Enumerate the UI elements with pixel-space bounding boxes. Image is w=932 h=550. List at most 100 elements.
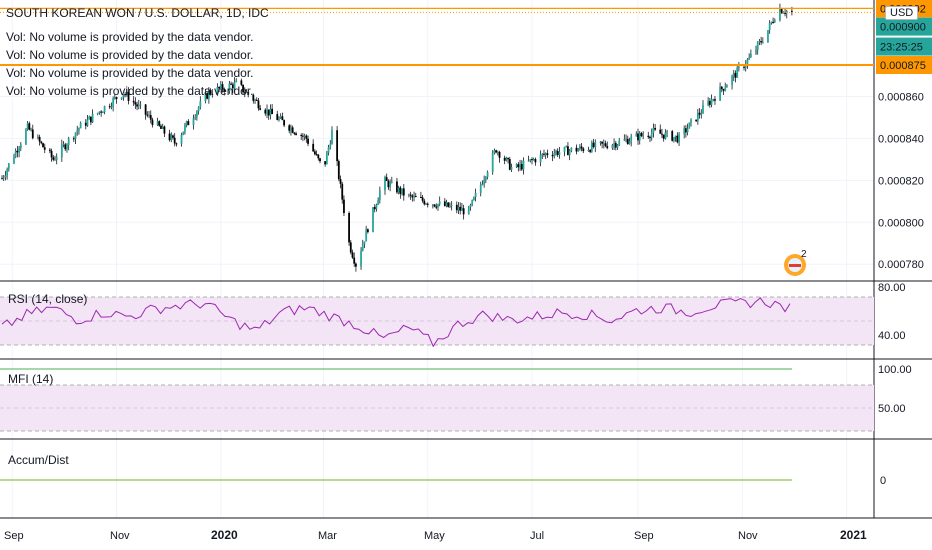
candle-body (385, 177, 388, 182)
candle-body (175, 143, 178, 145)
volume-note: Vol: No volume is provided by the data v… (6, 48, 254, 62)
candle-body (758, 41, 761, 43)
candle-body (79, 122, 82, 129)
candle-body (337, 161, 340, 180)
candle-body (4, 175, 7, 178)
candle-body (459, 206, 462, 211)
candle-body (149, 115, 152, 120)
candle-body (290, 127, 292, 131)
candle-body (103, 106, 106, 113)
candle-body (90, 116, 92, 123)
candle-body (510, 167, 513, 170)
candle-body (218, 86, 221, 89)
candle-body (50, 150, 53, 158)
candle-body (163, 126, 166, 134)
price-tick: 0.000860 (878, 91, 924, 103)
candle-body (558, 151, 561, 155)
candle-body (594, 141, 597, 148)
candle-body (48, 149, 51, 151)
price-candles (1, 3, 793, 272)
candle-body (180, 134, 183, 144)
candle-body (108, 106, 111, 108)
mfi-label[interactable]: MFI (14) (8, 372, 53, 386)
candle-body (515, 164, 518, 168)
candle-body (411, 195, 414, 198)
candle-body (349, 242, 352, 253)
candle-body (541, 153, 544, 155)
candle-body (390, 181, 393, 183)
candle-body (233, 82, 236, 89)
candle-body (472, 197, 475, 200)
candle-body (30, 129, 32, 131)
candle-body (139, 104, 142, 106)
candle-body (240, 80, 243, 85)
candle-body (720, 86, 723, 90)
candle-body (43, 147, 46, 150)
candle-body (737, 66, 740, 68)
candle-body (343, 199, 345, 214)
economic-event-badge[interactable]: 2 (784, 249, 807, 276)
candle-body (445, 202, 448, 206)
candle-body (281, 116, 284, 121)
candle-body (207, 90, 210, 99)
price-tick: 0.000800 (878, 217, 924, 229)
candle-body (637, 133, 639, 141)
candle-body (365, 229, 368, 242)
candle-body (14, 150, 17, 158)
candle-body (618, 140, 621, 145)
rsi-tick-40: 40.00 (878, 330, 906, 342)
candle-body (582, 148, 585, 152)
candle-body (683, 128, 686, 134)
candle-body (413, 196, 415, 198)
candle-body (197, 107, 200, 112)
candle-body (736, 67, 739, 78)
candle-body (373, 207, 376, 210)
candle-body (707, 101, 710, 106)
candle-body (25, 129, 27, 145)
candle-body (719, 86, 721, 101)
candle-body (144, 104, 147, 115)
candle-body (31, 129, 34, 139)
candle-body (534, 159, 537, 163)
candle-body (378, 190, 381, 200)
candle-body (471, 199, 474, 206)
currency-button[interactable]: USD (885, 6, 919, 20)
candle-body (317, 154, 320, 159)
time-tick: Nov (110, 530, 130, 542)
candle-body (616, 144, 619, 148)
candle-body (601, 141, 604, 144)
candle-body (768, 23, 771, 31)
candle-body (291, 127, 294, 133)
candle-body (264, 109, 267, 114)
candle-body (551, 155, 554, 157)
candle-body (474, 192, 477, 198)
candle-body (184, 125, 186, 132)
symbol-title[interactable]: SOUTH KOREAN WON / U.S. DOLLAR, 1D, IDC (6, 6, 269, 20)
candle-body (252, 94, 255, 101)
candle-body (312, 143, 315, 152)
volume-note: Vol: No volume is provided by the data v… (6, 30, 254, 44)
candle-body (580, 146, 583, 149)
candle-body (329, 144, 332, 148)
candle-body (527, 160, 530, 162)
rsi-label[interactable]: RSI (14, close) (8, 292, 87, 306)
candle-body (91, 113, 94, 123)
candle-body (652, 128, 655, 133)
candle-body (305, 135, 308, 139)
candle-body (26, 123, 29, 130)
candle-body (115, 97, 118, 100)
candle-body (168, 133, 171, 141)
candle-body (469, 205, 472, 208)
candle-body (387, 181, 390, 188)
candle-body (112, 98, 115, 107)
accum-dist-label[interactable]: Accum/Dist (8, 453, 69, 467)
candle-body (479, 184, 482, 193)
candle-body (671, 131, 674, 141)
candle-body (257, 100, 260, 109)
candle-body (435, 206, 438, 208)
candle-body (40, 141, 43, 144)
candle-body (38, 136, 41, 142)
candle-body (401, 188, 403, 194)
price-tick: 0.000840 (878, 133, 924, 145)
candle-body (136, 104, 138, 107)
